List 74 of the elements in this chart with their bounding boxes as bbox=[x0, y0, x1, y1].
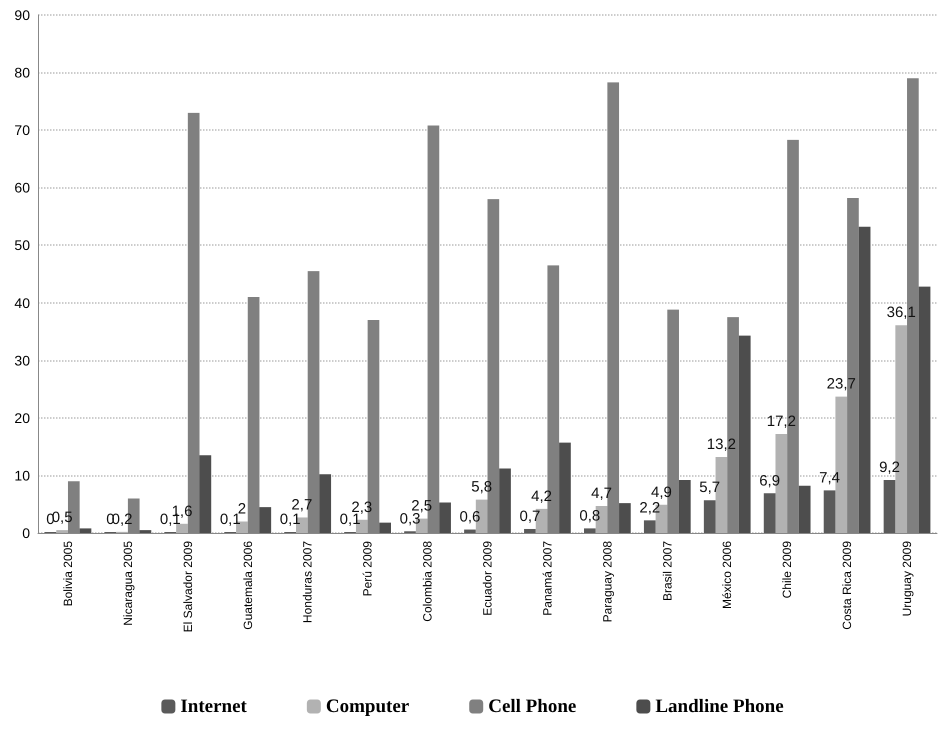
x-tick-label: Chile 2009 bbox=[780, 540, 794, 598]
data-label: 5,7 bbox=[699, 479, 720, 496]
bar bbox=[704, 500, 716, 533]
data-label: 4,7 bbox=[591, 484, 612, 502]
bar bbox=[858, 226, 870, 533]
data-label: 9,2 bbox=[879, 459, 900, 476]
x-tick-label: Costa Rica 2009 bbox=[840, 540, 854, 630]
bar bbox=[798, 486, 811, 533]
y-tick-label: 60 bbox=[14, 180, 30, 196]
x-tick-label: México 2006 bbox=[720, 540, 734, 610]
data-label: 7,4 bbox=[819, 469, 840, 486]
bar bbox=[499, 468, 511, 533]
data-label: 0,7 bbox=[519, 508, 540, 525]
y-tick-label: 20 bbox=[14, 410, 30, 426]
legend-label: Internet bbox=[180, 696, 248, 717]
y-tick-label: 80 bbox=[14, 64, 30, 81]
data-label: 0,8 bbox=[579, 507, 600, 524]
y-tick-label: 40 bbox=[14, 294, 30, 311]
bar bbox=[56, 530, 68, 533]
bar bbox=[619, 503, 631, 533]
data-label: 4,2 bbox=[531, 488, 552, 505]
bar bbox=[464, 530, 476, 533]
bar bbox=[524, 528, 536, 533]
x-tick-label: Perú 2009 bbox=[360, 540, 375, 596]
x-tick-label: El Salvador 2009 bbox=[180, 540, 195, 632]
x-tick-label: Bolivia 2005 bbox=[60, 540, 75, 606]
bar bbox=[439, 502, 451, 533]
bar bbox=[738, 336, 751, 533]
data-label: 4,9 bbox=[651, 484, 672, 501]
data-label: 17,2 bbox=[766, 413, 796, 430]
data-label: 0,3 bbox=[400, 510, 420, 528]
bar bbox=[140, 530, 152, 533]
bar bbox=[584, 528, 596, 533]
data-label: 23,7 bbox=[826, 376, 856, 393]
y-tick-label: 0 bbox=[22, 525, 30, 541]
data-label: 6,9 bbox=[759, 472, 780, 490]
bar bbox=[80, 528, 92, 533]
legend-label: Computer bbox=[326, 696, 410, 717]
bar bbox=[764, 493, 776, 533]
bar bbox=[824, 490, 836, 533]
x-tick-label: Nicaragua 2005 bbox=[120, 540, 135, 626]
bar bbox=[918, 286, 930, 533]
x-tick-label: Honduras 2007 bbox=[300, 540, 315, 624]
data-label: 2,2 bbox=[639, 499, 660, 516]
legend-label: Landline Phone bbox=[655, 696, 784, 717]
bar bbox=[644, 520, 656, 533]
y-tick-label: 90 bbox=[14, 7, 30, 23]
data-label: 2 bbox=[238, 500, 246, 518]
data-label: 0,1 bbox=[340, 511, 361, 528]
data-label: 36,1 bbox=[886, 304, 916, 322]
y-tick-label: 70 bbox=[14, 122, 30, 138]
y-tick-label: 50 bbox=[14, 237, 30, 254]
bar bbox=[319, 474, 332, 533]
x-tick-label: Colombia 2008 bbox=[420, 540, 435, 622]
x-tick-label: Guatemala 2006 bbox=[240, 540, 255, 630]
data-label: 0,6 bbox=[460, 508, 480, 526]
x-tick-label: Panamá 2007 bbox=[540, 540, 554, 616]
x-tick-label: Paraguay 2008 bbox=[600, 540, 614, 622]
bar bbox=[559, 442, 571, 533]
bar bbox=[259, 507, 272, 533]
x-tick-label: Ecuador 2009 bbox=[480, 540, 494, 616]
bar bbox=[884, 480, 896, 533]
y-tick-label: 30 bbox=[14, 352, 30, 368]
y-tick-label: 10 bbox=[14, 467, 30, 484]
data-label: 0,1 bbox=[280, 511, 301, 528]
bar bbox=[379, 522, 392, 533]
legend-label: Cell Phone bbox=[488, 696, 576, 717]
data-label: 5,8 bbox=[471, 478, 492, 496]
bar bbox=[200, 455, 212, 533]
x-tick-label: Uruguay 2009 bbox=[900, 540, 914, 616]
data-label: 2,7 bbox=[291, 496, 312, 514]
x-tick-label: Brasil 2007 bbox=[660, 540, 674, 602]
data-label: 13,2 bbox=[706, 436, 736, 454]
bar bbox=[678, 480, 691, 533]
